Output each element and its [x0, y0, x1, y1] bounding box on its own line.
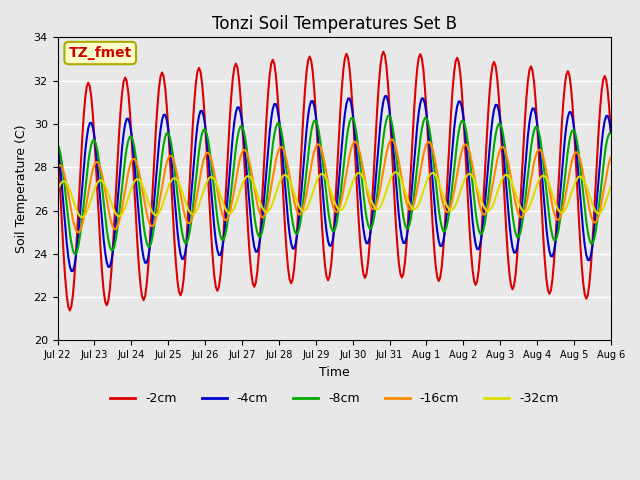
-32cm: [371, 204, 378, 210]
-16cm: [387, 137, 395, 143]
-16cm: [371, 206, 378, 212]
-4cm: [607, 128, 614, 134]
-2cm: [380, 49, 387, 55]
-4cm: [54, 138, 61, 144]
-4cm: [403, 235, 410, 241]
Line: -32cm: -32cm: [58, 172, 611, 217]
-8cm: [390, 134, 398, 140]
-32cm: [78, 215, 86, 220]
-8cm: [403, 226, 410, 231]
-8cm: [158, 152, 166, 158]
Line: -8cm: -8cm: [58, 116, 611, 254]
-32cm: [158, 203, 166, 209]
-8cm: [607, 131, 614, 136]
-4cm: [158, 117, 166, 123]
-8cm: [543, 188, 550, 194]
Line: -16cm: -16cm: [58, 140, 611, 232]
-32cm: [69, 196, 77, 202]
Text: TZ_fmet: TZ_fmet: [68, 46, 132, 60]
-16cm: [54, 165, 61, 170]
-16cm: [69, 216, 77, 222]
-16cm: [543, 168, 550, 174]
-4cm: [70, 263, 78, 269]
Legend: -2cm, -4cm, -8cm, -16cm, -32cm: -2cm, -4cm, -8cm, -16cm, -32cm: [105, 387, 563, 410]
-32cm: [543, 175, 550, 181]
-2cm: [54, 141, 61, 146]
-16cm: [74, 229, 81, 235]
-2cm: [158, 70, 166, 75]
-2cm: [403, 242, 410, 248]
-2cm: [66, 308, 74, 313]
Line: -2cm: -2cm: [58, 52, 611, 311]
-8cm: [371, 214, 378, 220]
-2cm: [607, 130, 614, 136]
-32cm: [388, 172, 396, 178]
Line: -4cm: -4cm: [58, 96, 611, 271]
-8cm: [54, 141, 61, 147]
-2cm: [390, 191, 398, 196]
-32cm: [54, 188, 61, 193]
-4cm: [383, 93, 390, 99]
-8cm: [70, 251, 78, 257]
-4cm: [371, 195, 378, 201]
-8cm: [69, 247, 77, 253]
Y-axis label: Soil Temperature (C): Soil Temperature (C): [15, 125, 28, 253]
-2cm: [371, 162, 378, 168]
-16cm: [403, 200, 410, 205]
-16cm: [158, 183, 166, 189]
-4cm: [543, 225, 550, 230]
X-axis label: Time: Time: [319, 366, 349, 379]
-16cm: [390, 139, 398, 145]
-8cm: [386, 113, 394, 119]
Title: Tonzi Soil Temperatures Set B: Tonzi Soil Temperatures Set B: [212, 15, 457, 33]
-2cm: [543, 276, 550, 281]
-2cm: [70, 274, 78, 280]
-32cm: [392, 169, 399, 175]
-4cm: [390, 157, 398, 163]
-32cm: [403, 192, 410, 198]
-4cm: [68, 268, 76, 274]
-32cm: [607, 183, 614, 189]
-16cm: [607, 155, 614, 160]
